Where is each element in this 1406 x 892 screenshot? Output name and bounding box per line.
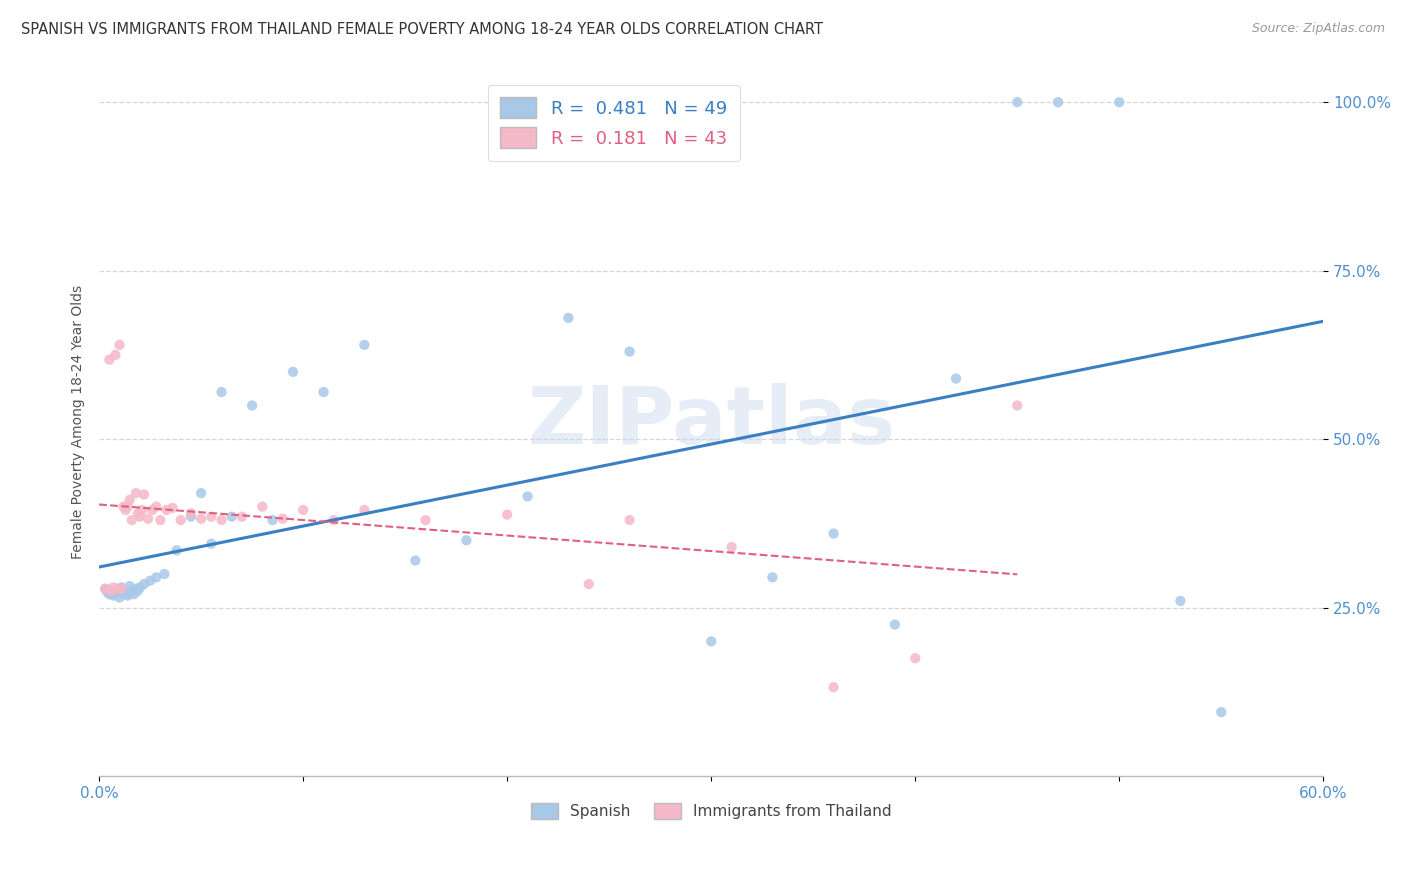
Point [131,503,153,517]
Point [1005,399,1028,413]
Point [180,506,202,520]
Point [211,384,233,399]
Point [720,540,742,554]
Text: SPANISH VS IMMIGRANTS FROM THAILAND FEMALE POVERTY AMONG 18-24 YEAR OLDS CORRELA: SPANISH VS IMMIGRANTS FROM THAILAND FEMA… [21,22,823,37]
Text: Source: ZipAtlas.com: Source: ZipAtlas.com [1251,22,1385,36]
Point [121,583,143,598]
Point [112,500,135,514]
Point [761,570,783,584]
Point [107,582,129,596]
Point [456,533,478,548]
Point [100,583,122,598]
Point [103,581,125,595]
Point [141,503,163,517]
Text: ZIPatlas: ZIPatlas [527,384,896,461]
Point [292,503,315,517]
Point [211,513,233,527]
Point [200,509,222,524]
Point [96,585,118,599]
Point [262,513,284,527]
Point [200,536,222,550]
Point [94,582,117,596]
Point [404,553,426,567]
Point [190,486,212,500]
Point [118,492,141,507]
Point [98,587,121,601]
Point [139,574,162,588]
Point [100,583,122,598]
Point [312,384,335,399]
Point [94,582,117,596]
Point [231,509,253,524]
Point [114,503,136,517]
Point [127,583,149,598]
Point [132,577,155,591]
Point [125,582,148,596]
Point [107,582,129,596]
Point [145,570,167,584]
Point [1108,95,1130,110]
Point [496,508,519,522]
Point [125,486,148,500]
Point [110,581,132,595]
Point [162,500,184,515]
Point [104,348,127,362]
Point [190,512,212,526]
Point [117,589,139,603]
Point [155,503,177,517]
Point [129,581,152,595]
Point [578,577,600,591]
Point [271,512,294,526]
Point [166,543,188,558]
Point [557,310,579,325]
Point [153,566,176,581]
Point [104,586,127,600]
Point [700,634,723,648]
Point [1005,95,1028,110]
Point [1211,705,1233,719]
Point [240,399,263,413]
Point [1170,594,1192,608]
Point [415,513,437,527]
Point [127,506,149,520]
Point [145,500,167,514]
Point [121,513,143,527]
Point [170,513,193,527]
Point [322,513,344,527]
Point [353,503,375,517]
Point [221,509,243,524]
Point [619,344,641,359]
Point [98,352,121,367]
Point [281,365,304,379]
Point [823,680,845,694]
Point [132,487,155,501]
Point [353,338,375,352]
Point [114,587,136,601]
Point [180,509,202,524]
Y-axis label: Female Poverty Among 18-24 Year Olds: Female Poverty Among 18-24 Year Olds [72,285,86,559]
Point [883,617,905,632]
Point [108,338,131,352]
Point [619,513,641,527]
Point [108,591,131,605]
Point [945,371,967,385]
Point [122,587,145,601]
Legend: Spanish, Immigrants from Thailand: Spanish, Immigrants from Thailand [524,797,898,825]
Point [129,509,152,524]
Point [118,579,141,593]
Point [136,512,159,526]
Point [823,526,845,541]
Point [149,513,172,527]
Point [103,589,125,603]
Point [117,500,139,514]
Point [252,500,274,514]
Point [110,582,132,596]
Point [904,651,927,665]
Point [112,586,135,600]
Point [1047,95,1070,110]
Point [516,490,538,504]
